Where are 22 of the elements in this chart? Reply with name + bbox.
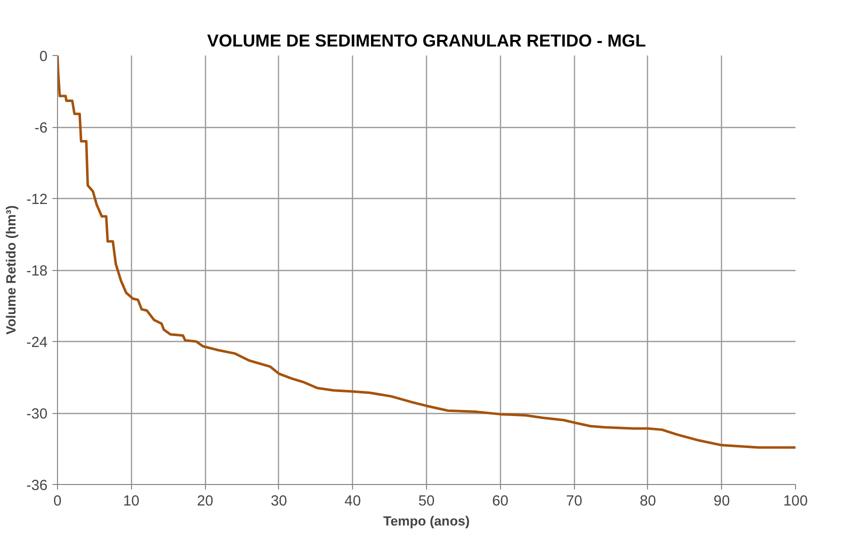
- y-tick-label: -6: [34, 120, 48, 136]
- x-tick-label: 60: [492, 494, 508, 510]
- y-tick-label: -36: [26, 478, 48, 494]
- x-tick-label: 100: [783, 494, 808, 510]
- x-axis-title: Tempo (anos): [383, 514, 470, 528]
- x-tick-label: 0: [53, 494, 62, 510]
- x-tick-label: 20: [196, 494, 214, 510]
- y-tick-label: 0: [39, 49, 48, 65]
- y-tick-label: -18: [26, 264, 48, 280]
- x-tick-label: 70: [566, 494, 582, 510]
- x-tick-label: 40: [344, 494, 361, 510]
- chart-title: VOLUME DE SEDIMENTO GRANULAR RETIDO - MGL: [207, 30, 646, 50]
- x-tick-label: 50: [418, 494, 435, 510]
- x-tick-label: 10: [123, 494, 140, 510]
- y-tick-label: -24: [26, 335, 48, 351]
- y-tick-label: -30: [26, 406, 48, 422]
- x-tick-label: 90: [714, 494, 730, 510]
- x-tick-label: 80: [640, 494, 656, 510]
- x-tick-label: 30: [270, 494, 288, 510]
- y-tick-label: -12: [26, 192, 48, 208]
- y-axis-title: Volume Retido (hm³): [3, 205, 18, 335]
- line-series: [58, 56, 796, 449]
